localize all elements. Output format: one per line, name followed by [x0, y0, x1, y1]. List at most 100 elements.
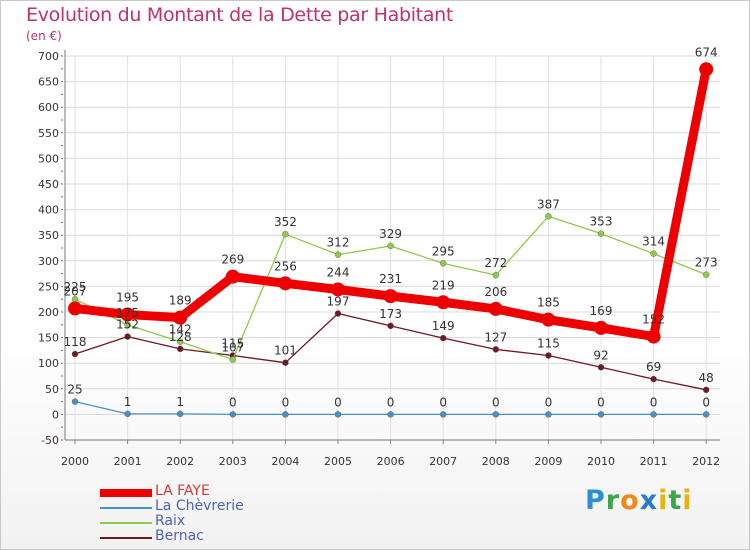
legend-swatch: [100, 537, 152, 539]
data-label: 175: [116, 306, 139, 320]
data-point: [176, 410, 184, 418]
data-point: [229, 356, 237, 363]
data-point: [650, 250, 657, 257]
y-tick-label: 450: [38, 178, 59, 191]
data-label: 69: [646, 360, 661, 374]
x-tick-label: 2001: [114, 455, 142, 468]
data-label: 387: [537, 197, 560, 211]
data-point: [650, 411, 657, 418]
legend-item: Raix: [100, 513, 340, 530]
x-tick-label: 2003: [219, 455, 247, 468]
x-tick-label: 2005: [324, 455, 352, 468]
data-label: 0: [545, 395, 553, 409]
proxiti-logo: Proxiti: [585, 485, 693, 516]
data-label: 195: [116, 291, 139, 305]
data-point: [229, 411, 237, 418]
axes: -500501001502002503003504004505005506006…: [38, 50, 720, 468]
y-tick-label: 200: [38, 306, 59, 319]
data-label: 25: [67, 383, 82, 397]
data-label: 231: [379, 272, 402, 286]
x-tick-label: 2009: [534, 455, 562, 468]
data-point: [703, 386, 710, 394]
x-tick-label: 2010: [587, 455, 615, 468]
data-point: [334, 251, 342, 258]
data-label: 225: [64, 280, 87, 294]
data-point: [120, 307, 135, 322]
data-point: [334, 310, 342, 317]
data-label: 0: [334, 395, 342, 409]
data-label: 674: [695, 45, 718, 59]
data-label: 185: [537, 296, 560, 310]
data-point: [545, 411, 552, 418]
y-tick-label: 700: [38, 50, 59, 63]
data-label: 295: [432, 244, 455, 258]
x-tick-label: 2007: [429, 455, 457, 468]
data-label: 219: [432, 278, 455, 292]
y-tick-label: 50: [45, 383, 59, 396]
data-point: [176, 345, 184, 353]
data-point: [71, 350, 79, 358]
legend-label: Raix: [155, 513, 186, 529]
data-label: 118: [64, 335, 87, 349]
data-label: 0: [282, 395, 290, 409]
data-label: 314: [642, 235, 665, 249]
logo-letter: i: [682, 485, 693, 516]
logo-letter: t: [668, 485, 683, 516]
data-point: [545, 352, 552, 359]
data-label: 173: [379, 307, 402, 321]
data-point: [225, 269, 240, 284]
y-tick-label: 550: [38, 127, 59, 140]
data-point: [597, 364, 605, 371]
data-point: [703, 411, 710, 418]
y-tick-label: 0: [52, 408, 59, 421]
data-label: 312: [327, 236, 350, 250]
y-tick-label: 100: [38, 357, 59, 370]
data-label: 128: [169, 330, 192, 344]
data-label: 352: [274, 215, 297, 229]
data-point: [597, 411, 605, 418]
data-point: [124, 321, 131, 328]
data-label: 152: [642, 313, 665, 327]
data-point: [440, 334, 447, 342]
data-label: 127: [484, 330, 507, 344]
data-label: 92: [593, 348, 608, 362]
x-tick-label: 2002: [166, 455, 194, 468]
x-tick-label: 2012: [692, 455, 720, 468]
legend-swatch: [100, 522, 152, 524]
data-label: 272: [484, 256, 507, 270]
data-label: 0: [229, 395, 237, 409]
logo-letter: r: [605, 485, 621, 516]
data-point: [597, 230, 605, 237]
y-tick-label: 150: [38, 332, 59, 345]
x-tick-label: 2006: [377, 455, 405, 468]
data-label: 142: [169, 323, 192, 337]
y-tick-label: 350: [38, 229, 59, 242]
data-label: 353: [590, 215, 613, 229]
legend-item: La Chèvrerie: [100, 498, 340, 515]
series: [68, 62, 714, 418]
data-label: 1: [124, 395, 132, 409]
data-label: 48: [699, 371, 714, 385]
data-label: 107: [221, 341, 244, 355]
data-point: [387, 242, 394, 250]
data-label: 0: [492, 395, 500, 409]
data-label: 115: [221, 337, 244, 351]
data-label: 244: [327, 265, 350, 279]
y-tick-label: 250: [38, 280, 59, 293]
legend: LA FAYE La Chèvrerie Raix Bernac: [100, 483, 340, 545]
logo-letter: o: [620, 485, 640, 516]
data-point: [594, 320, 608, 335]
data-label: 115: [537, 337, 560, 351]
data-point: [650, 375, 657, 383]
data-labels: 25 1 1 0 0 0 0 0 0 0 0 0 0 118 152 128 115 101 197 173 149 12…: [64, 45, 718, 409]
data-label: 0: [439, 395, 447, 409]
y-tick-label: 300: [38, 255, 59, 268]
legend-label: Bernac: [155, 528, 204, 544]
data-label: 256: [274, 259, 297, 273]
x-tick-label: 2008: [482, 455, 510, 468]
legend-label: LA FAYE: [155, 483, 210, 499]
y-tick-label: 600: [38, 101, 59, 114]
data-label: 0: [650, 395, 658, 409]
data-point: [387, 411, 394, 418]
